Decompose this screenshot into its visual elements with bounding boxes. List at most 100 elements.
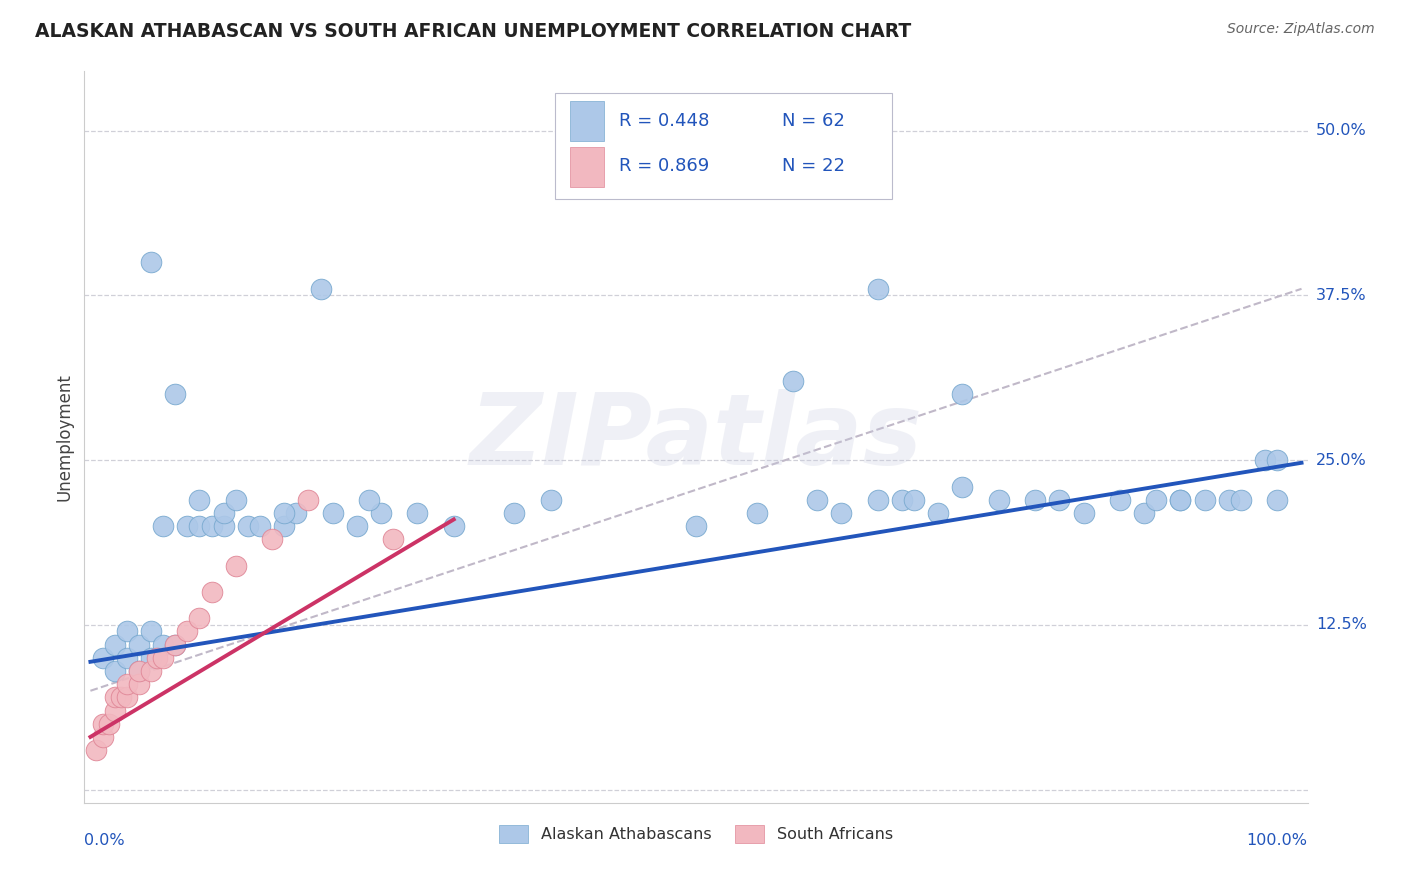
FancyBboxPatch shape	[569, 101, 605, 141]
Point	[503, 506, 526, 520]
Point	[745, 506, 768, 520]
Point	[952, 479, 974, 493]
Point	[200, 519, 222, 533]
Legend: Alaskan Athabascans, South Africans: Alaskan Athabascans, South Africans	[492, 819, 900, 850]
Text: R = 0.448: R = 0.448	[619, 112, 709, 130]
Point	[104, 638, 127, 652]
Point	[110, 690, 132, 705]
Text: Source: ZipAtlas.com: Source: ZipAtlas.com	[1227, 22, 1375, 37]
Point	[1218, 492, 1240, 507]
Point	[262, 533, 284, 547]
Point	[139, 650, 162, 665]
Point	[357, 492, 380, 507]
Point	[152, 638, 174, 652]
Point	[443, 519, 465, 533]
Point	[1144, 492, 1167, 507]
Point	[115, 677, 138, 691]
Point	[1133, 506, 1156, 520]
Y-axis label: Unemployment: Unemployment	[55, 373, 73, 501]
Point	[1265, 492, 1288, 507]
Point	[273, 519, 295, 533]
FancyBboxPatch shape	[569, 146, 605, 187]
Point	[987, 492, 1010, 507]
Point	[128, 664, 150, 678]
Point	[1108, 492, 1130, 507]
Point	[952, 387, 974, 401]
Text: 25.0%: 25.0%	[1316, 452, 1367, 467]
Point	[866, 492, 889, 507]
Point	[297, 492, 319, 507]
Point	[285, 506, 308, 520]
Point	[86, 743, 108, 757]
Point	[903, 492, 925, 507]
Point	[128, 677, 150, 691]
Point	[309, 282, 332, 296]
Point	[382, 533, 405, 547]
Point	[104, 664, 127, 678]
Point	[806, 492, 828, 507]
Point	[139, 255, 162, 269]
Text: N = 22: N = 22	[782, 158, 845, 176]
Point	[91, 650, 114, 665]
Point	[165, 638, 187, 652]
Point	[115, 690, 138, 705]
Text: 0.0%: 0.0%	[84, 833, 125, 848]
Point	[1265, 453, 1288, 467]
Point	[890, 492, 912, 507]
Point	[1170, 492, 1192, 507]
Point	[225, 558, 247, 573]
Point	[866, 282, 889, 296]
Point	[1047, 492, 1070, 507]
Point	[1024, 492, 1046, 507]
Point	[104, 690, 127, 705]
Text: N = 62: N = 62	[782, 112, 845, 130]
Point	[128, 664, 150, 678]
Point	[104, 704, 127, 718]
Point	[346, 519, 368, 533]
Point	[165, 387, 187, 401]
Point	[927, 506, 949, 520]
Point	[152, 519, 174, 533]
Point	[139, 664, 162, 678]
Text: 37.5%: 37.5%	[1316, 288, 1367, 303]
Point	[188, 611, 211, 625]
Point	[1230, 492, 1253, 507]
Point	[146, 650, 169, 665]
Point	[1254, 453, 1277, 467]
FancyBboxPatch shape	[555, 94, 891, 200]
Text: 50.0%: 50.0%	[1316, 123, 1367, 138]
Point	[188, 492, 211, 507]
Point	[212, 506, 235, 520]
Point	[830, 506, 852, 520]
Point	[91, 716, 114, 731]
Point	[152, 650, 174, 665]
Point	[115, 624, 138, 639]
Point	[249, 519, 271, 533]
Point	[540, 492, 562, 507]
Point	[273, 506, 295, 520]
Point	[406, 506, 429, 520]
Point	[225, 492, 247, 507]
Point	[165, 638, 187, 652]
Point	[370, 506, 392, 520]
Point	[188, 519, 211, 533]
Point	[322, 506, 344, 520]
Text: 100.0%: 100.0%	[1247, 833, 1308, 848]
Point	[128, 638, 150, 652]
Point	[685, 519, 707, 533]
Point	[97, 716, 120, 731]
Point	[176, 519, 198, 533]
Point	[200, 585, 222, 599]
Point	[1073, 506, 1095, 520]
Point	[212, 519, 235, 533]
Point	[176, 624, 198, 639]
Point	[91, 730, 114, 744]
Point	[115, 650, 138, 665]
Point	[1194, 492, 1216, 507]
Point	[236, 519, 259, 533]
Text: 12.5%: 12.5%	[1316, 617, 1367, 632]
Point	[782, 374, 804, 388]
Text: R = 0.869: R = 0.869	[619, 158, 709, 176]
Text: ALASKAN ATHABASCAN VS SOUTH AFRICAN UNEMPLOYMENT CORRELATION CHART: ALASKAN ATHABASCAN VS SOUTH AFRICAN UNEM…	[35, 22, 911, 41]
Text: ZIPatlas: ZIPatlas	[470, 389, 922, 485]
